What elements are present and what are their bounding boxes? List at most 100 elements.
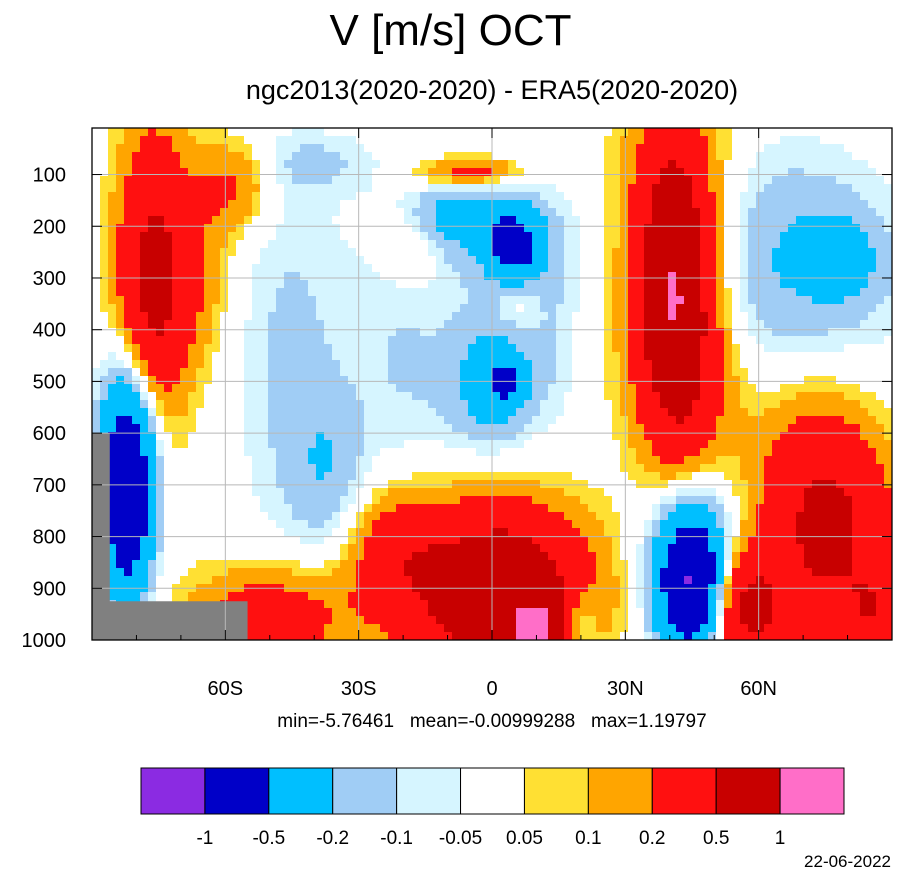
contour-cell bbox=[628, 336, 644, 344]
contour-cell bbox=[628, 440, 652, 448]
contour-cell bbox=[372, 528, 492, 536]
contour-cell bbox=[764, 464, 884, 472]
contour-cell bbox=[812, 568, 852, 576]
contour-cell bbox=[116, 248, 140, 256]
contour-cell bbox=[116, 328, 124, 336]
contour-cell bbox=[220, 256, 228, 264]
contour-cell bbox=[172, 264, 204, 272]
contour-cell bbox=[508, 168, 524, 176]
contour-cell bbox=[668, 304, 676, 312]
contour-cell bbox=[364, 440, 404, 448]
contour-cell bbox=[252, 176, 260, 184]
contour-cell bbox=[788, 424, 860, 432]
contour-cell bbox=[428, 280, 460, 288]
contour-cell bbox=[428, 176, 452, 184]
contour-cell bbox=[468, 400, 524, 408]
contour-cell bbox=[740, 192, 756, 200]
contour-cell bbox=[492, 168, 508, 176]
contour-cell bbox=[636, 152, 708, 160]
contour-cell bbox=[108, 192, 124, 200]
contour-cell bbox=[796, 520, 852, 528]
contour-cell bbox=[748, 488, 764, 496]
contour-cell bbox=[372, 504, 396, 512]
x-tick-label: 30S bbox=[341, 678, 377, 700]
contour-cell bbox=[772, 608, 860, 616]
contour-cell bbox=[852, 496, 892, 504]
contour-cell bbox=[748, 328, 772, 336]
contour-cell bbox=[660, 168, 684, 176]
contour-cell bbox=[204, 256, 220, 264]
contour-cell bbox=[604, 368, 620, 376]
contour-cell bbox=[172, 296, 204, 304]
contour-cell bbox=[212, 328, 220, 336]
contour-cell bbox=[860, 432, 884, 440]
contour-cell bbox=[412, 392, 460, 400]
contour-cell bbox=[716, 304, 724, 312]
contour-cell bbox=[700, 392, 724, 400]
contour-cell bbox=[156, 488, 164, 496]
contour-cell bbox=[212, 616, 332, 624]
contour-cell bbox=[164, 424, 196, 432]
contour-cell bbox=[540, 296, 564, 304]
contour-cell bbox=[252, 200, 260, 208]
contour-cell bbox=[564, 232, 580, 240]
contour-cell bbox=[116, 320, 124, 328]
colorbar-swatch bbox=[460, 767, 525, 815]
contour-cell bbox=[124, 296, 140, 304]
contour-cell bbox=[628, 312, 644, 320]
contour-cell bbox=[148, 464, 156, 472]
contour-cell bbox=[124, 328, 132, 336]
contour-cell bbox=[732, 368, 748, 376]
contour-cell bbox=[244, 152, 252, 160]
contour-cell bbox=[108, 136, 124, 144]
contour-cell bbox=[660, 504, 676, 512]
contour-cell bbox=[100, 272, 108, 280]
contour-cell bbox=[436, 208, 540, 216]
contour-cell bbox=[756, 304, 876, 312]
contour-cell bbox=[348, 376, 388, 384]
contour-cell bbox=[628, 232, 644, 240]
contour-cell bbox=[148, 496, 156, 504]
contour-cell bbox=[844, 416, 876, 424]
contour-cell bbox=[108, 272, 116, 280]
contour-cell bbox=[644, 336, 700, 344]
contour-cell bbox=[412, 208, 436, 216]
contour-cell bbox=[884, 216, 892, 224]
contour-cell bbox=[108, 152, 116, 160]
contour-cell bbox=[460, 384, 492, 392]
contour-cell bbox=[132, 352, 140, 360]
contour-cell bbox=[716, 608, 724, 616]
contour-cell bbox=[244, 328, 268, 336]
contour-cell bbox=[652, 576, 660, 584]
contour-cell bbox=[732, 352, 740, 360]
contour-cell bbox=[628, 376, 652, 384]
contour-cell bbox=[636, 600, 644, 608]
contour-cell bbox=[268, 312, 316, 320]
contour-cell bbox=[324, 336, 388, 344]
contour-cell bbox=[340, 552, 348, 560]
contour-cell bbox=[748, 504, 756, 512]
contour-cell bbox=[116, 416, 132, 424]
contour-cell bbox=[148, 568, 156, 576]
contour-cell bbox=[100, 424, 116, 432]
contour-cell bbox=[244, 416, 268, 424]
contour-cell bbox=[716, 456, 740, 464]
contour-cell bbox=[748, 320, 764, 328]
contour-cell bbox=[140, 144, 172, 152]
contour-cell bbox=[100, 264, 108, 272]
contour-cell bbox=[148, 416, 156, 424]
contour-cell bbox=[132, 384, 140, 392]
contour-cell bbox=[532, 240, 548, 248]
contour-cell bbox=[620, 368, 628, 376]
contour-cell bbox=[292, 128, 324, 136]
contour-cell bbox=[340, 496, 356, 504]
contour-cell bbox=[628, 360, 652, 368]
contour-cell bbox=[468, 288, 564, 296]
contour-cell bbox=[540, 400, 564, 408]
contour-cell bbox=[548, 264, 564, 272]
contour-cell bbox=[716, 416, 796, 424]
contour-cell bbox=[148, 408, 156, 416]
contour-cell bbox=[716, 128, 732, 136]
contour-cell bbox=[708, 504, 724, 512]
contour-cell bbox=[548, 200, 572, 208]
